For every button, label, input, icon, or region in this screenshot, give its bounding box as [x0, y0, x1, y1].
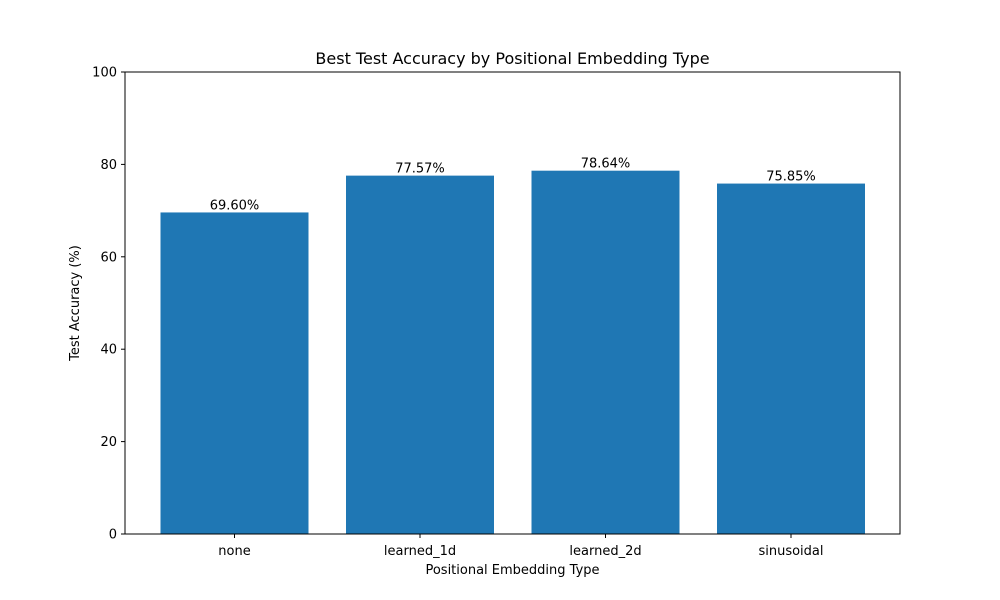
x-axis-label: Positional Embedding Type [425, 563, 599, 578]
y-tick-label: 100 [92, 66, 117, 81]
data-labels-group: 69.60% 77.57% 78.64% 75.85% [210, 157, 816, 214]
y-tick-label: 80 [100, 158, 117, 173]
data-label: 75.85% [766, 170, 816, 185]
x-tick-label: learned_1d [384, 544, 456, 559]
y-tick-label: 40 [100, 343, 117, 358]
y-tick-label: 20 [100, 435, 117, 450]
data-label: 77.57% [395, 162, 445, 177]
chart-title: Best Test Accuracy by Positional Embeddi… [315, 49, 709, 68]
data-label: 78.64% [581, 157, 631, 172]
y-tick-label: 60 [100, 250, 117, 265]
x-axis: none learned_1d learned_2d sinusoidal [218, 534, 824, 559]
bar-learned-2d [531, 170, 680, 534]
x-tick-label: sinusoidal [758, 544, 823, 559]
bar-learned-1d [346, 175, 494, 535]
y-axis: 0 20 40 60 80 100 [92, 66, 125, 543]
data-label: 69.60% [210, 198, 260, 213]
y-tick-label: 0 [109, 528, 117, 543]
plot-area-frame [124, 71, 901, 535]
x-tick-label: learned_2d [569, 544, 641, 559]
bar-none [160, 212, 309, 534]
bar-sinusoidal [717, 183, 865, 534]
bars-group [160, 170, 865, 535]
x-tick-label: none [218, 544, 250, 559]
y-axis-label: Test Accuracy (%) [68, 245, 83, 362]
